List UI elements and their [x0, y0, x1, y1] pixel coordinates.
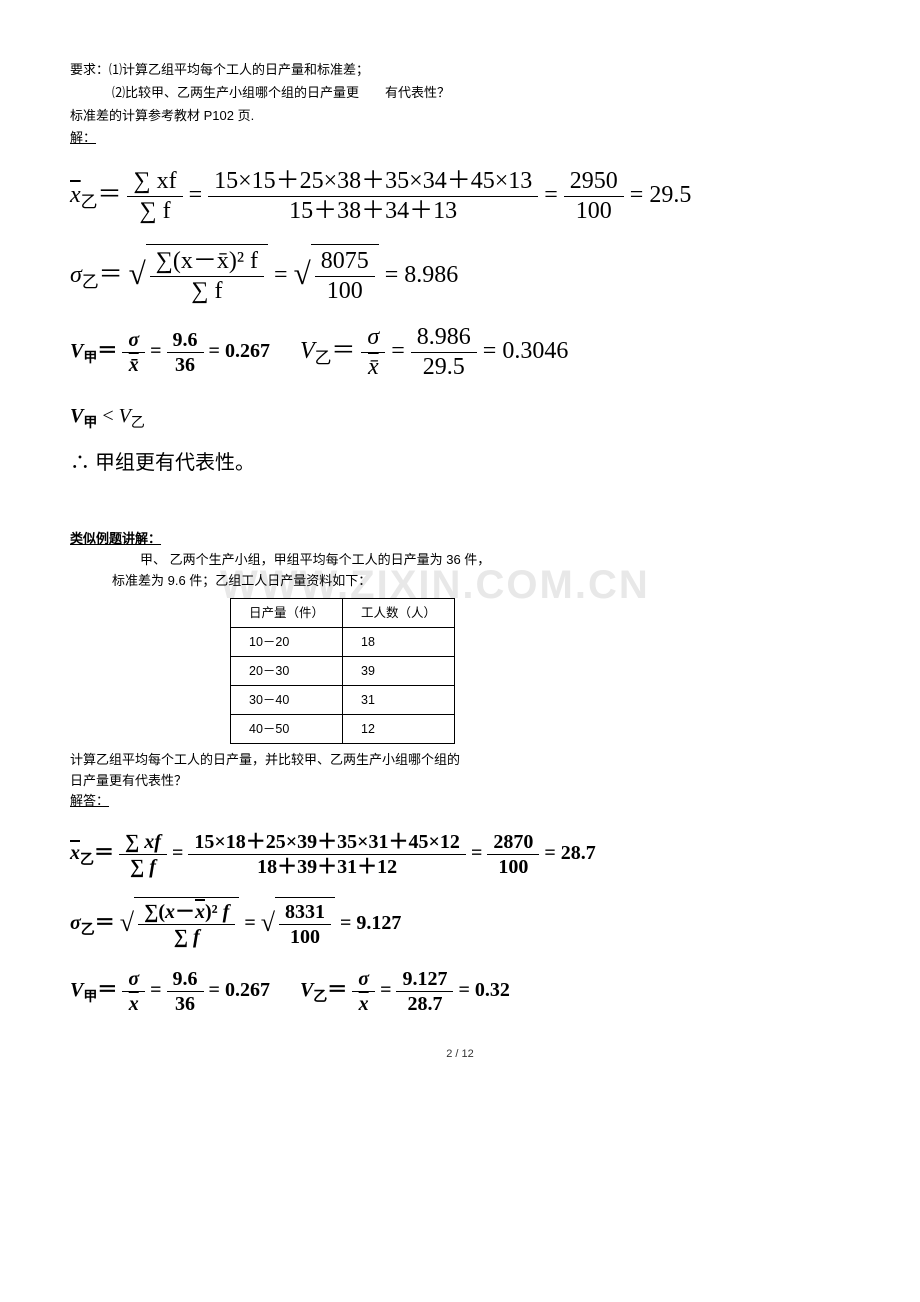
table-row: 30－4031 [231, 685, 455, 714]
similar-question-1: 计算乙组平均每个工人的日产量，并比较甲、乙两生产小组哪个组的 [70, 750, 850, 771]
table-row: 10－2018 [231, 627, 455, 656]
formula-sigma-2: σ乙＝ ∑(x－x)² f∑ f = 8331100 = 9.127 [70, 897, 850, 949]
formula-mean-2: x乙＝ ∑ xf∑ f = 15×18＋25×39＋35×31＋45×1218＋… [70, 830, 850, 879]
conclusion-v-compare: V甲 < V乙 [70, 400, 850, 435]
conclusion-text: ∴ 甲组更有代表性。 [70, 447, 850, 479]
data-table: 日产量（件）工人数（人） 10－2018 20－3039 30－4031 40－… [230, 598, 850, 744]
similar-desc-1: 甲、 乙两个生产小组，甲组平均每个工人的日产量为 36 件， [70, 550, 850, 571]
table-row: 40－5012 [231, 714, 455, 743]
requirement-2: ⑵比较甲、乙两生产小组哪个组的日产量更 有代表性？ [70, 83, 850, 104]
table-row: 20－3039 [231, 656, 455, 685]
similar-desc-2: 标准差为 9.6 件；乙组工人日产量资料如下： [70, 571, 850, 592]
table-header-2: 工人数（人） [343, 598, 455, 627]
formula-sigma-1: σ乙＝ ∑(x－x̄)² f∑ f = 8075100 = 8.986 [70, 244, 850, 306]
formula-mean-1: x乙＝ ∑ xf∑ f = 15×15＋25×38＋35×34＋45×1315＋… [70, 167, 850, 226]
note-line: 标准差的计算参考教材 P102 页. [70, 106, 850, 127]
page-number: 2 / 12 [70, 1046, 850, 1064]
formula-v-row-1: V甲＝ σx̄ = 9.636 = 0.267 V乙＝ σx̄ = 8.9862… [70, 323, 850, 382]
formula-v-row-2: V甲＝ σx = 9.636 = 0.267 V乙＝ σx = 9.12728.… [70, 967, 850, 1016]
solve-label: 解： [70, 128, 850, 149]
similar-question-2: 日产量更有代表性？ [70, 771, 850, 792]
requirement-1: 要求：⑴计算乙组平均每个工人的日产量和标准差； [70, 60, 850, 81]
similar-title: 类似例题讲解： [70, 529, 850, 550]
table-header-1: 日产量（件） [231, 598, 343, 627]
solve-label-2: 解答： [70, 791, 850, 812]
